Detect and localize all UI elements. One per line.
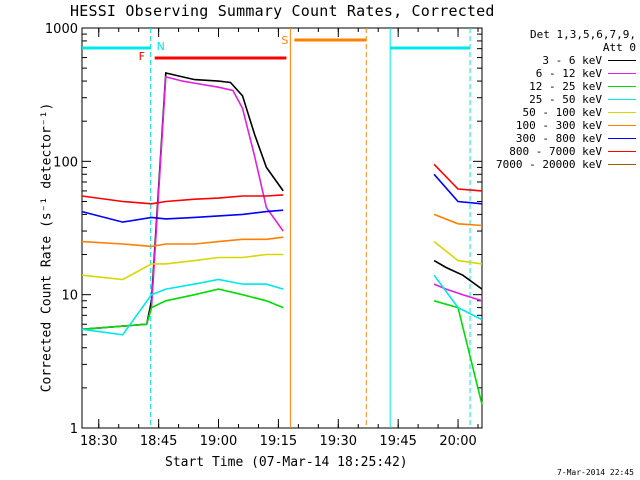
legend-label: 7000 - 20000 keV <box>496 158 602 171</box>
legend-swatch <box>608 99 636 100</box>
series-line <box>81 236 284 248</box>
y-tick-label: 1 <box>70 422 78 437</box>
legend-item: 6 - 12 keV <box>486 67 636 80</box>
legend-item: 3 - 6 keV <box>486 54 636 67</box>
generation-timestamp: 7-Mar-2014 22:45 <box>556 468 634 477</box>
series-line <box>81 75 284 331</box>
legend-item: 800 - 7000 keV <box>486 145 636 158</box>
legend-label: 100 - 300 keV <box>515 119 602 132</box>
legend-header-line-2: Att 0 <box>602 41 636 54</box>
series-line <box>433 163 483 192</box>
series-line <box>433 274 483 321</box>
x-tick-label: 19:45 <box>379 434 416 449</box>
y-tick-label: 1000 <box>45 22 78 37</box>
legend-item: 100 - 300 keV <box>486 119 636 132</box>
x-tick-label: 19:00 <box>200 434 237 449</box>
annotation-label: S <box>281 34 288 47</box>
chart-title: HESSI Observing Summary Count Rates, Cor… <box>70 2 495 20</box>
series-line <box>81 288 284 331</box>
legend-swatch <box>608 73 636 74</box>
series-line <box>433 259 483 290</box>
legend-item: 7000 - 20000 keV <box>486 158 636 171</box>
legend-item: 25 - 50 keV <box>486 93 636 106</box>
legend-label: 12 - 25 keV <box>529 80 602 93</box>
x-axis-label: Start Time (07-Mar-14 18:25:42) <box>165 455 408 470</box>
legend-item: 50 - 100 keV <box>486 106 636 119</box>
y-tick-label: 10 <box>61 289 78 304</box>
legend-label: 300 - 800 keV <box>515 132 602 145</box>
legend-label: 50 - 100 keV <box>522 106 602 119</box>
series-line <box>81 253 284 281</box>
series-line <box>81 72 284 331</box>
legend-swatch <box>608 138 636 139</box>
x-tick-label: 19:30 <box>320 434 357 449</box>
x-tick-label: 20:00 <box>439 434 476 449</box>
legend: Det 1,3,5,6,7,9, Att 0 3 - 6 keV 6 - 12 k… <box>486 28 636 171</box>
legend-label: 800 - 7000 keV <box>509 145 602 158</box>
legend-item: 12 - 25 keV <box>486 80 636 93</box>
series-line <box>433 173 483 205</box>
legend-header-line-1: Det 1,3,5,6,7,9, <box>530 28 636 41</box>
series-lines <box>81 72 483 405</box>
legend-item: 300 - 800 keV <box>486 132 636 145</box>
annotation-label: F <box>139 50 145 63</box>
plot-frame <box>81 27 483 429</box>
legend-swatch <box>608 60 636 61</box>
y-axis-label: Corrected Count Rate (s⁻¹ detector⁻¹) <box>39 102 55 393</box>
legend-swatch <box>608 112 636 113</box>
x-tick-label: 18:45 <box>140 434 177 449</box>
series-line <box>433 213 483 227</box>
legend-label: 25 - 50 keV <box>529 93 602 106</box>
x-tick-label: 19:15 <box>260 434 297 449</box>
series-line <box>81 209 284 223</box>
series-line <box>81 194 284 205</box>
series-line <box>433 240 483 265</box>
y-tick-label: 100 <box>53 155 78 170</box>
legend-swatch <box>608 164 636 165</box>
series-line <box>81 278 284 336</box>
legend-swatch <box>608 151 636 152</box>
x-tick-label: 18:30 <box>80 434 117 449</box>
axes <box>81 27 483 429</box>
annotation-label: N <box>157 40 165 53</box>
legend-label: 6 - 12 keV <box>535 67 602 80</box>
legend-swatch <box>608 125 636 126</box>
legend-label: 3 - 6 keV <box>542 54 602 67</box>
legend-swatch <box>608 86 636 87</box>
series-line <box>433 283 483 302</box>
status-bars: FN S <box>82 28 471 428</box>
tick-labels: 1 10 100 1000 18:30 18:45 19:00 19:15 19:30 19:45… <box>45 22 477 449</box>
